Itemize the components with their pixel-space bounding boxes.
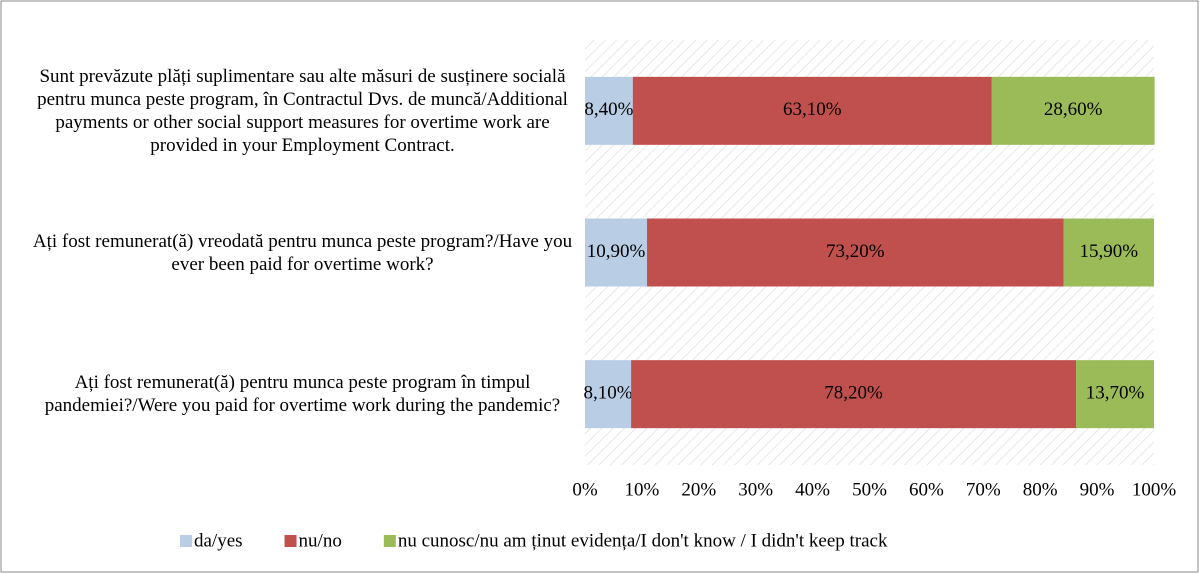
data-label: 28,60% (1044, 99, 1103, 120)
x-tick-label: 80% (1023, 479, 1058, 500)
bar-segment (1076, 360, 1154, 429)
data-label: 78,20% (824, 383, 883, 404)
legend-label: nu cunosc/nu am ținut evidența/I don't k… (398, 530, 888, 551)
data-label: 63,10% (783, 99, 842, 120)
legend-swatch (284, 535, 297, 547)
data-label: 10,90% (587, 241, 646, 262)
bar-segment (585, 218, 648, 287)
x-tick-label: 60% (909, 479, 944, 500)
x-tick-label: 50% (852, 479, 887, 500)
bar-segment (1063, 218, 1154, 287)
category-label: Ați fost remunerat(ă) vreodată pentru mu… (32, 230, 573, 275)
x-tick-label: 90% (1080, 479, 1115, 500)
data-label: 13,70% (1086, 383, 1145, 404)
x-tick-label: 10% (624, 479, 659, 500)
legend-label: da/yes (194, 530, 243, 551)
x-tick-label: 100% (1132, 479, 1177, 500)
x-tick-label: 30% (738, 479, 773, 500)
data-label: 15,90% (1079, 241, 1138, 262)
bar-segment (632, 76, 992, 145)
bar-segment (585, 360, 632, 429)
legend-label: nu/no (299, 530, 342, 551)
x-tick-label: 0% (572, 479, 598, 500)
legend-swatch (383, 535, 396, 547)
data-label: 8,10% (584, 383, 633, 404)
category-label: Ați fost remunerat(ă) pentru munca peste… (44, 372, 561, 417)
data-label: 8,40% (584, 99, 633, 120)
data-label: 73,20% (826, 241, 885, 262)
bar-segment (647, 218, 1064, 287)
x-tick-label: 40% (795, 479, 830, 500)
category-label: Sunt prevăzute plăți suplimentare sau al… (37, 65, 568, 156)
bar-segment (991, 76, 1155, 145)
bar-segment (585, 76, 633, 145)
bar-segment (631, 360, 1077, 429)
x-tick-label: 20% (681, 479, 716, 500)
x-tick-label: 70% (966, 479, 1001, 500)
legend-swatch (180, 535, 192, 547)
